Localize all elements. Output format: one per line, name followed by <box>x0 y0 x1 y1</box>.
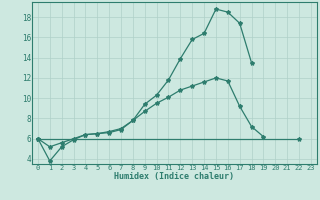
X-axis label: Humidex (Indice chaleur): Humidex (Indice chaleur) <box>115 172 234 181</box>
